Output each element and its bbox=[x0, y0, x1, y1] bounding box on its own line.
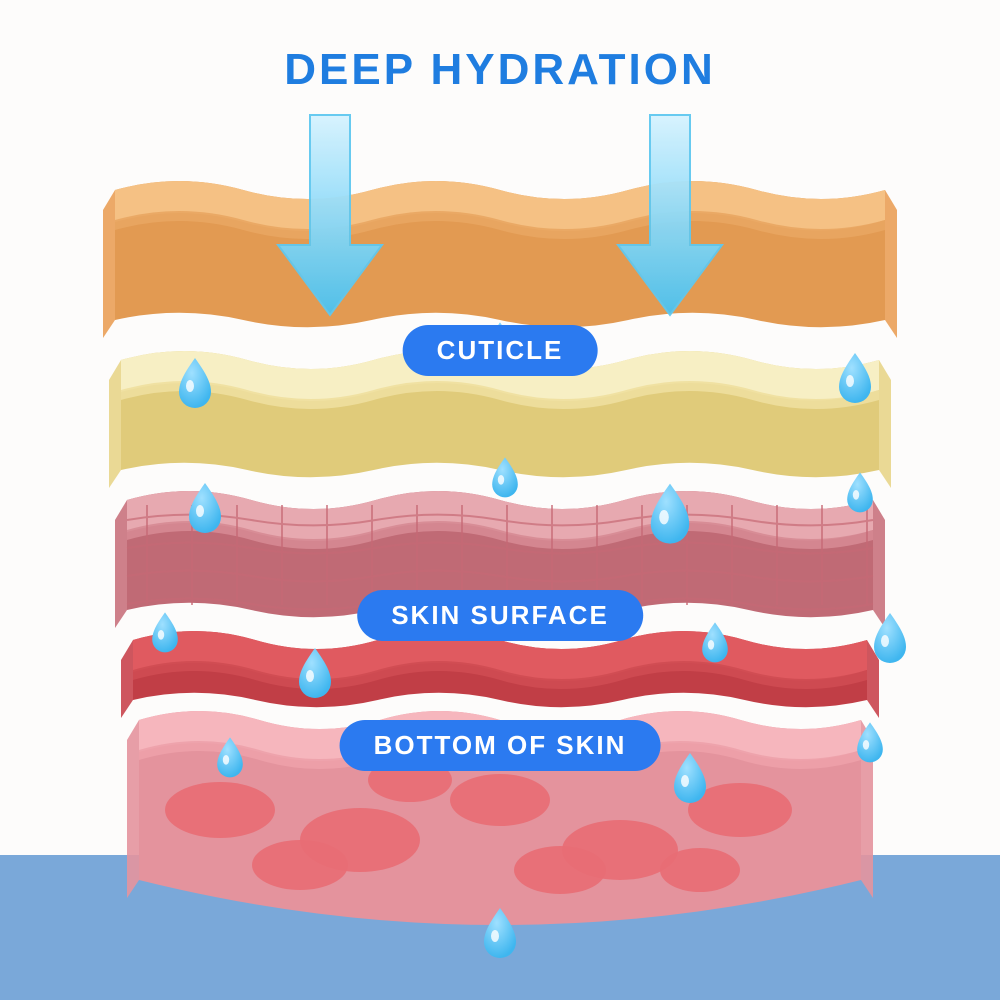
label-cuticle: CUTICLE bbox=[403, 325, 598, 376]
label-skin-surface-text: SKIN SURFACE bbox=[391, 600, 609, 630]
label-skin-surface: SKIN SURFACE bbox=[357, 590, 643, 641]
infographic-stage: DEEP HYDRATION CUTICLE SKIN SURFACE BOTT… bbox=[0, 0, 1000, 1000]
diagram-svg bbox=[0, 0, 1000, 1000]
water-drop-icon bbox=[839, 353, 871, 403]
water-drop-icon bbox=[847, 472, 873, 512]
water-drop-icon bbox=[702, 622, 728, 662]
label-bottom-of-skin: BOTTOM OF SKIN bbox=[340, 720, 661, 771]
water-drop-icon bbox=[152, 612, 178, 652]
water-drop-icon bbox=[189, 483, 221, 533]
label-cuticle-text: CUTICLE bbox=[437, 335, 564, 365]
layer-dermis bbox=[121, 631, 879, 718]
label-bottom-of-skin-text: BOTTOM OF SKIN bbox=[374, 730, 627, 760]
layer-cuticle bbox=[103, 181, 897, 338]
water-drop-icon bbox=[874, 613, 906, 663]
